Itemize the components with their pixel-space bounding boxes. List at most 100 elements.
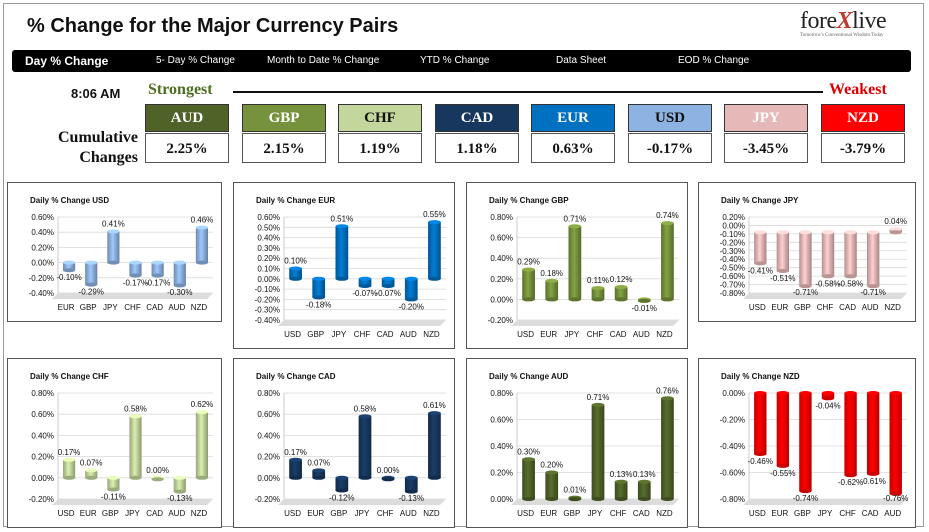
x-tick-label: AUD xyxy=(400,330,417,339)
chart-floor xyxy=(278,320,446,326)
y-tick-label: -0.40% xyxy=(29,289,54,298)
x-tick-label: CHF xyxy=(817,303,834,312)
data-label: -0.46% xyxy=(748,457,773,466)
y-tick-label: 0.00% xyxy=(722,221,745,230)
x-tick-label: CAD xyxy=(610,330,627,339)
tab-5-day-change[interactable]: 5- Day % Change xyxy=(156,55,235,66)
x-tick-label: AUD xyxy=(633,330,650,339)
data-label: -0.30% xyxy=(167,288,192,297)
currency-box-chf: CHF xyxy=(338,104,422,132)
x-tick-label: AUD xyxy=(884,509,901,518)
x-tick-label: USD xyxy=(284,509,301,518)
chart-title: Daily % Change CAD xyxy=(256,372,336,381)
x-tick-label: CHF xyxy=(124,303,141,312)
x-tick-label: JPY xyxy=(332,330,347,339)
tab-day-change[interactable]: Day % Change xyxy=(25,54,109,68)
y-tick-label: 0.00% xyxy=(490,495,513,504)
y-tick-label: 0.60% xyxy=(257,213,280,222)
bar-cad xyxy=(381,276,395,289)
chart-title: Daily % Change CHF xyxy=(30,372,109,381)
x-tick-label: EUR xyxy=(540,330,557,339)
y-tick-label: 0.30% xyxy=(257,244,280,253)
data-label: -0.04% xyxy=(815,401,840,410)
bar-chart: 0.20%0.00%-0.10%-0.20%-0.30%-0.40%-0.50%… xyxy=(720,213,907,312)
bar-aud xyxy=(404,475,418,494)
x-tick-label: EUR xyxy=(540,509,557,518)
data-label: -0.13% xyxy=(167,494,192,503)
y-tick-label: -0.40% xyxy=(720,255,745,264)
currency-cumulative-jpy: -3.45% xyxy=(724,133,808,163)
y-tick-label: -0.20% xyxy=(29,274,54,283)
bar-cad xyxy=(151,475,164,482)
y-tick-label: -0.50% xyxy=(720,264,745,273)
timestamp: 8:06 AM xyxy=(71,86,121,101)
data-label: 0.30% xyxy=(517,447,540,456)
data-label: 0.07% xyxy=(80,458,103,467)
chart-panel-3: Daily % Change JPY 0.20% 0.00% -0.10% -0.20%… xyxy=(698,182,916,322)
chart-floor xyxy=(511,320,679,326)
y-tick-label: -0.30% xyxy=(720,247,745,256)
bar-jpy xyxy=(568,224,582,302)
data-label: 0.46% xyxy=(191,216,214,225)
y-tick-label: -0.70% xyxy=(720,281,745,290)
x-tick-label: USD xyxy=(284,330,301,339)
bar-eur xyxy=(62,260,76,273)
chart-floor xyxy=(743,293,907,299)
y-tick-label: -0.20% xyxy=(255,495,280,504)
bar-chart: 0.80% 0.60% 0.40% 0.20% 0.00% 0.30% USD 0.20% EU… xyxy=(490,386,679,518)
strongest-label: Strongest xyxy=(148,81,213,98)
y-tick-label: -0.30% xyxy=(255,306,280,315)
tab-month-to-date-change[interactable]: Month to Date % Change xyxy=(267,55,380,66)
bar-nzd xyxy=(889,227,902,235)
x-tick-label: EUR xyxy=(58,303,75,312)
data-label: 0.71% xyxy=(564,214,587,223)
y-tick-label: 0.60% xyxy=(257,410,280,419)
bar-usd xyxy=(289,457,302,480)
tab-data-sheet[interactable]: Data Sheet xyxy=(556,55,607,66)
y-tick-label: 0.50% xyxy=(257,223,280,232)
chart-floor xyxy=(52,293,213,299)
data-label: 0.18% xyxy=(540,269,563,278)
x-tick-label: NZD xyxy=(656,330,673,339)
y-tick-label: 0.40% xyxy=(31,228,54,237)
data-label: -0.29% xyxy=(79,288,104,297)
currency-box-nzd: NZD xyxy=(821,104,905,132)
data-label: -0.17% xyxy=(123,279,148,288)
chart-panel-4: Daily % Change CHF 0.80% 0.60% 0.40% 0.20% 0.… xyxy=(7,358,222,528)
x-tick-label: EUR xyxy=(307,509,324,518)
bar-cad xyxy=(844,230,857,279)
x-tick-label: GBP xyxy=(563,509,580,518)
bar-chf xyxy=(129,260,142,278)
bar-nzd xyxy=(195,410,209,480)
bar-chart: 0.80% 0.60% 0.40% 0.20% 0.00% -0.20% 0.17% USD 0… xyxy=(29,389,214,518)
data-label: 0.62% xyxy=(191,400,214,409)
x-tick-label: GBP xyxy=(794,509,811,518)
chart-floor xyxy=(278,499,446,505)
bar-cad xyxy=(866,391,880,476)
bar-aud xyxy=(173,260,186,288)
y-tick-label: 0.10% xyxy=(257,265,280,274)
bar-chart: 0.60%0.50%0.40%0.30%0.20%0.10%0.00%-0.10… xyxy=(255,210,446,339)
bar-eur xyxy=(545,278,559,302)
tab-ytd-change[interactable]: YTD % Change xyxy=(420,55,490,66)
y-tick-label: 0.20% xyxy=(31,243,54,252)
y-tick-label: 0.60% xyxy=(31,213,54,222)
data-label: 0.76% xyxy=(656,386,679,395)
data-label: 0.13% xyxy=(633,470,656,479)
bar-jpy xyxy=(358,414,372,480)
currency-cumulative-eur: 0.63% xyxy=(531,133,615,163)
x-tick-label: NZD xyxy=(191,509,208,518)
bar-gbp xyxy=(568,495,582,502)
y-tick-label: -0.20% xyxy=(720,238,745,247)
currency-cumulative-aud: 2.25% xyxy=(145,133,229,163)
x-tick-label: NZD xyxy=(423,509,440,518)
tab-eod-change[interactable]: EOD % Change xyxy=(678,55,750,66)
bar-gbp xyxy=(335,475,349,493)
y-tick-label: -0.10% xyxy=(255,285,280,294)
bar-usd xyxy=(754,230,767,266)
x-tick-label: CHF xyxy=(839,509,856,518)
data-label: 0.51% xyxy=(331,214,354,223)
chart-panel-6: Daily % Change AUD 0.80% 0.60% 0.40% 0.20% 0.… xyxy=(466,358,688,528)
bar-eur xyxy=(545,470,559,501)
bar-usd xyxy=(522,267,535,302)
